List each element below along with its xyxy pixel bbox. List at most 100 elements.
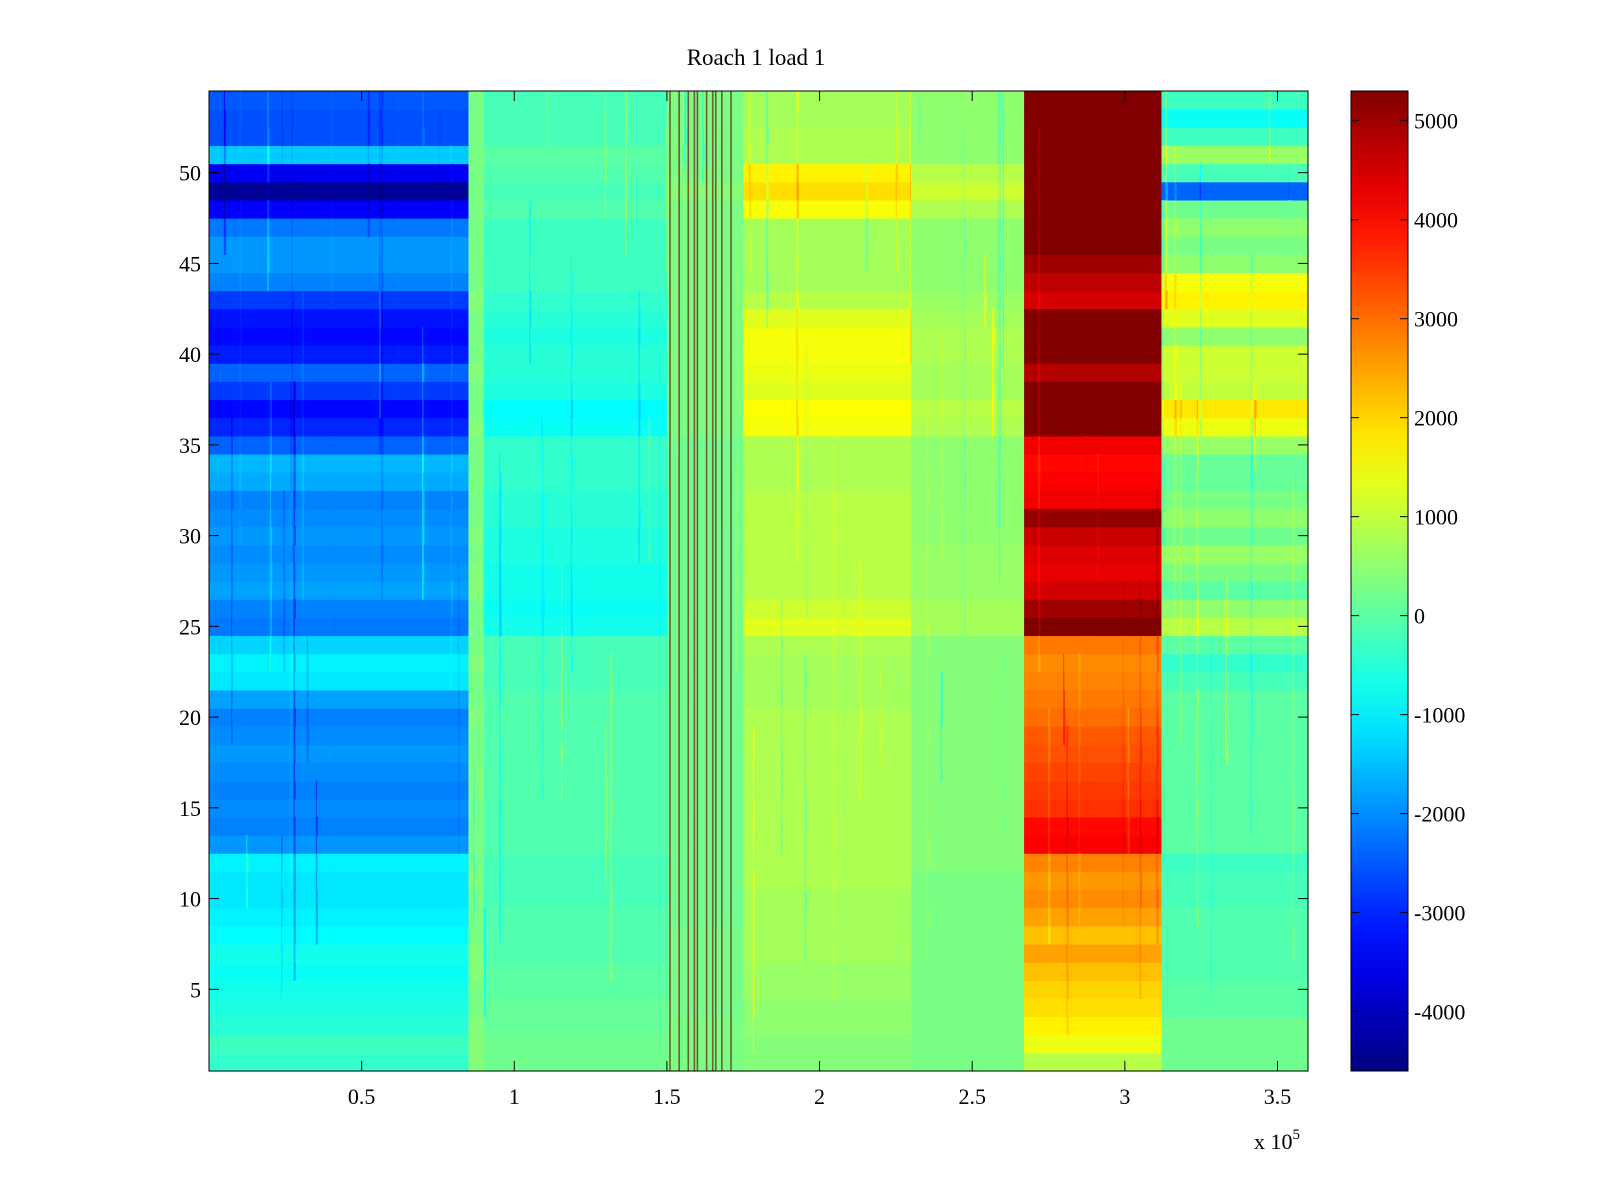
heatmap-streak (293, 453, 296, 473)
heatmap-streak (997, 272, 999, 292)
heatmap-streak (280, 853, 284, 872)
heatmap-streak (859, 617, 862, 636)
heatmap-cell-G-6 (1161, 962, 1309, 981)
heatmap-streak (1086, 762, 1089, 782)
heatmap-cell-F-21 (1024, 689, 1163, 709)
heatmap-streak (832, 617, 835, 636)
heatmap-streak (1000, 326, 1003, 346)
heatmap-cell-C-1 (666, 1052, 744, 1072)
heatmap-cell-D-32 (743, 490, 912, 510)
heatmap-streak (1199, 199, 1201, 219)
heatmap-streak (775, 417, 777, 437)
heatmap-streak (450, 290, 453, 310)
heatmap-cell-T1-51 (468, 145, 485, 165)
heatmap-streak (674, 127, 677, 146)
heatmap-streak (983, 254, 986, 273)
heatmap-streak (1066, 925, 1069, 945)
heatmap-cell-T1-14 (468, 816, 485, 836)
heatmap-streak (1086, 526, 1088, 546)
heatmap-streak (541, 581, 543, 600)
heatmap-streak (1038, 617, 1041, 636)
heatmap-streak (963, 544, 965, 564)
heatmap-streak (306, 635, 309, 655)
heatmap-streak (1066, 835, 1068, 854)
heatmap-streak (379, 326, 381, 346)
heatmap-streak (570, 399, 574, 419)
heatmap-cell-G-23 (1161, 653, 1309, 673)
heatmap-cell-D-35 (743, 435, 912, 455)
heatmap-streak (246, 853, 249, 872)
heatmap-streak (579, 671, 581, 691)
heatmap-streak (379, 345, 381, 364)
heatmap-streak (570, 599, 573, 618)
heatmap-streak (1038, 326, 1040, 346)
heatmap-streak (775, 345, 778, 364)
heatmap-streak (291, 508, 294, 528)
heatmap-streak (231, 599, 233, 618)
heatmap-streak (956, 417, 958, 437)
heatmap-streak (381, 91, 384, 110)
heatmap-cell-A-1 (209, 1052, 470, 1072)
heatmap-streak (291, 236, 294, 255)
heatmap-cell-C-7 (666, 943, 744, 963)
heatmap-streak (1122, 599, 1125, 618)
heatmap-streak (505, 490, 508, 509)
heatmap-streak (805, 453, 808, 473)
heatmap-streak (1038, 526, 1040, 546)
heatmap-streak (1059, 218, 1061, 237)
heatmap-streak (397, 199, 400, 219)
heatmap-streak (1038, 290, 1041, 310)
heatmap-streak (1161, 308, 1164, 328)
heatmap-cell-A-2 (209, 1034, 470, 1054)
heatmap-streak (879, 671, 882, 691)
heatmap-streak (541, 453, 544, 473)
heatmap-cell-B-23 (483, 653, 668, 673)
heatmap-cell-F-28 (1024, 562, 1163, 582)
heatmap-cell-F-25 (1024, 617, 1163, 637)
heatmap-streak (1002, 91, 1004, 110)
heatmap-streak (283, 526, 286, 546)
heatmap-cell-E-37 (911, 399, 1025, 419)
heatmap-streak (541, 726, 544, 745)
heatmap-streak (804, 871, 806, 891)
heatmap-streak (735, 544, 738, 564)
heatmap-streak (1059, 181, 1063, 201)
heatmap-streak (926, 943, 929, 963)
heatmap-cell-D-23 (743, 653, 912, 673)
heatmap-streak (302, 308, 304, 328)
heatmap-cell-A-33 (209, 472, 470, 491)
heatmap-streak (529, 236, 531, 255)
heatmap-streak (1000, 236, 1003, 255)
heatmap-streak (1165, 236, 1168, 255)
heatmap-streak (1034, 943, 1036, 963)
heatmap-streak (1268, 145, 1271, 165)
heatmap-streak (570, 508, 573, 528)
heatmap-cell-F-8 (1024, 925, 1163, 945)
heatmap-cell-G-49 (1161, 181, 1309, 201)
heatmap-streak (239, 218, 242, 237)
heatmap-cell-G-1 (1161, 1052, 1309, 1072)
heatmap-cell-B-32 (483, 490, 668, 510)
heatmap-streak (1139, 653, 1142, 673)
heatmap-cell-D-53 (743, 109, 912, 128)
heatmap-streak (239, 236, 242, 255)
heatmap-streak (239, 508, 241, 528)
heatmap-streak (1196, 526, 1199, 546)
heatmap-streak (499, 653, 502, 673)
heatmap-streak (1038, 236, 1040, 255)
heatmap-streak (998, 417, 1002, 437)
heatmap-streak (625, 218, 628, 237)
heatmap-streak (997, 490, 1000, 509)
heatmap-streak (293, 853, 297, 872)
heatmap-streak (1139, 943, 1141, 963)
heatmap-streak (450, 254, 453, 273)
heatmap-streak (1066, 780, 1068, 800)
heatmap-streak (332, 617, 336, 636)
heatmap-streak (1196, 835, 1198, 854)
heatmap-streak (381, 345, 383, 364)
heatmap-streak (1034, 853, 1036, 872)
heatmap-streak (1078, 907, 1081, 927)
heatmap-cell-A-6 (209, 962, 470, 981)
heatmap-cell-C-35 (666, 435, 744, 455)
heatmap-streak (381, 417, 384, 437)
